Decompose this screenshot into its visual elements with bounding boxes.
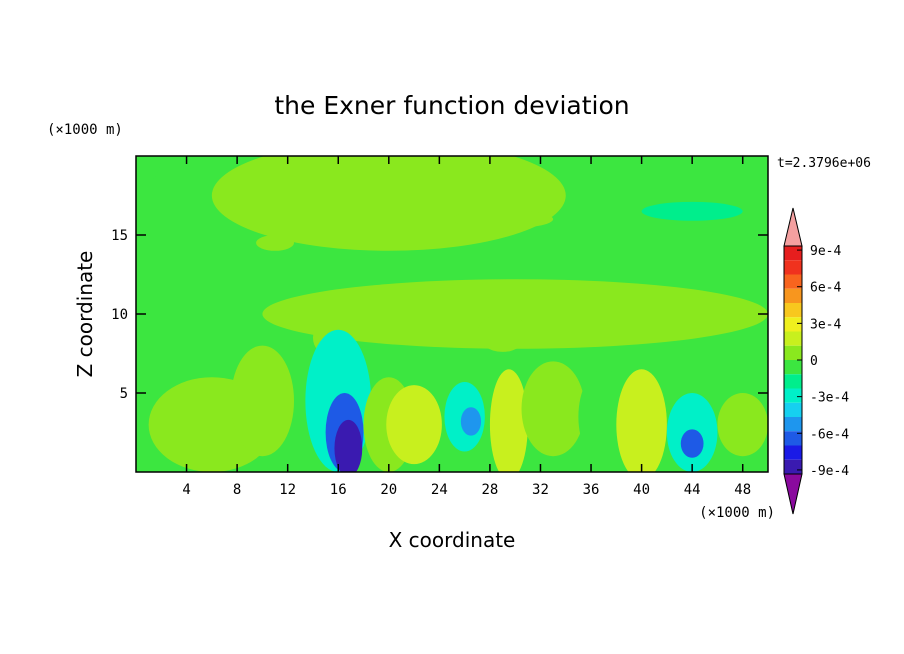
x-tick-label: 24 — [431, 482, 448, 498]
field-feature — [452, 209, 554, 229]
time-label: t=2.3796e+06 — [777, 156, 871, 171]
x-axis-ticks: 4 8 12 16 20 24 28 32 36 40 44 48 — [182, 156, 751, 498]
field-feature — [717, 393, 768, 457]
colorbar-overflow-high — [783, 207, 803, 247]
x-tick-label: 32 — [532, 482, 549, 498]
field-contours — [136, 156, 768, 472]
x-tick-label: 28 — [481, 482, 498, 498]
colorbar-segment — [784, 331, 802, 346]
colorbar-segment — [784, 345, 802, 360]
colorbar-segment — [784, 360, 802, 375]
field-feature — [489, 369, 528, 472]
field-feature — [262, 279, 768, 349]
field-feature — [680, 429, 704, 458]
colorbar-tick-label: 6e-4 — [810, 281, 841, 296]
field-feature — [641, 201, 743, 221]
colorbar-tick-label: 3e-4 — [810, 317, 841, 332]
x-tick-label: 48 — [734, 482, 751, 498]
y-tick-label: 15 — [111, 228, 128, 244]
x-tick-label: 36 — [583, 482, 600, 498]
field-feature — [616, 369, 667, 472]
colorbar-segment — [784, 260, 802, 275]
x-tick-label: 12 — [279, 482, 296, 498]
colorbar-segment — [784, 246, 802, 261]
chart-title: the Exner function deviation — [274, 91, 629, 120]
field-feature — [386, 385, 442, 465]
colorbar-overflow-low — [783, 473, 803, 515]
x-tick-label: 40 — [633, 482, 650, 498]
field-feature — [256, 235, 294, 251]
colorbar-tick-label: 0 — [810, 354, 818, 369]
colorbar-tick-label: 9e-4 — [810, 244, 841, 259]
field-feature — [136, 156, 162, 188]
x-axis-unit: (×1000 m) — [699, 505, 775, 521]
field-feature — [578, 369, 629, 465]
colorbar-segment — [784, 274, 802, 289]
x-tick-label: 4 — [182, 482, 190, 498]
x-axis-label: X coordinate — [389, 528, 516, 552]
colorbar-tick-label: -3e-4 — [810, 391, 849, 406]
colorbar-segment — [784, 388, 802, 403]
field-feature — [334, 419, 363, 472]
y-tick-label: 10 — [111, 307, 128, 323]
y-axis-unit: (×1000 m) — [47, 122, 123, 138]
field-feature — [477, 314, 528, 352]
field-feature — [460, 407, 482, 436]
colorbar-segment — [784, 317, 802, 332]
y-axis-ticks: 5 10 15 — [111, 228, 768, 402]
colorbar-segment — [784, 303, 802, 318]
field-feature — [230, 345, 294, 457]
colorbar-tick-label: -6e-4 — [810, 427, 849, 442]
colorbar-tick-label: -9e-4 — [810, 464, 849, 479]
colorbar-segment — [784, 459, 802, 474]
colorbar-segment — [784, 445, 802, 460]
colorbar: 9e-4 6e-4 3e-4 0 -3e-4 -6e-4 -9e-4 — [783, 207, 849, 515]
colorbar-segment — [784, 417, 802, 432]
y-axis-label: Z coordinate — [73, 251, 97, 378]
x-tick-label: 44 — [684, 482, 701, 498]
y-tick-label: 5 — [120, 386, 128, 402]
colorbar-segment — [784, 402, 802, 417]
colorbar-segment — [784, 374, 802, 389]
x-tick-label: 20 — [380, 482, 397, 498]
field-feature — [521, 361, 585, 457]
x-tick-label: 8 — [233, 482, 241, 498]
x-tick-label: 16 — [330, 482, 347, 498]
colorbar-segment — [784, 288, 802, 303]
colorbar-segment — [784, 431, 802, 446]
